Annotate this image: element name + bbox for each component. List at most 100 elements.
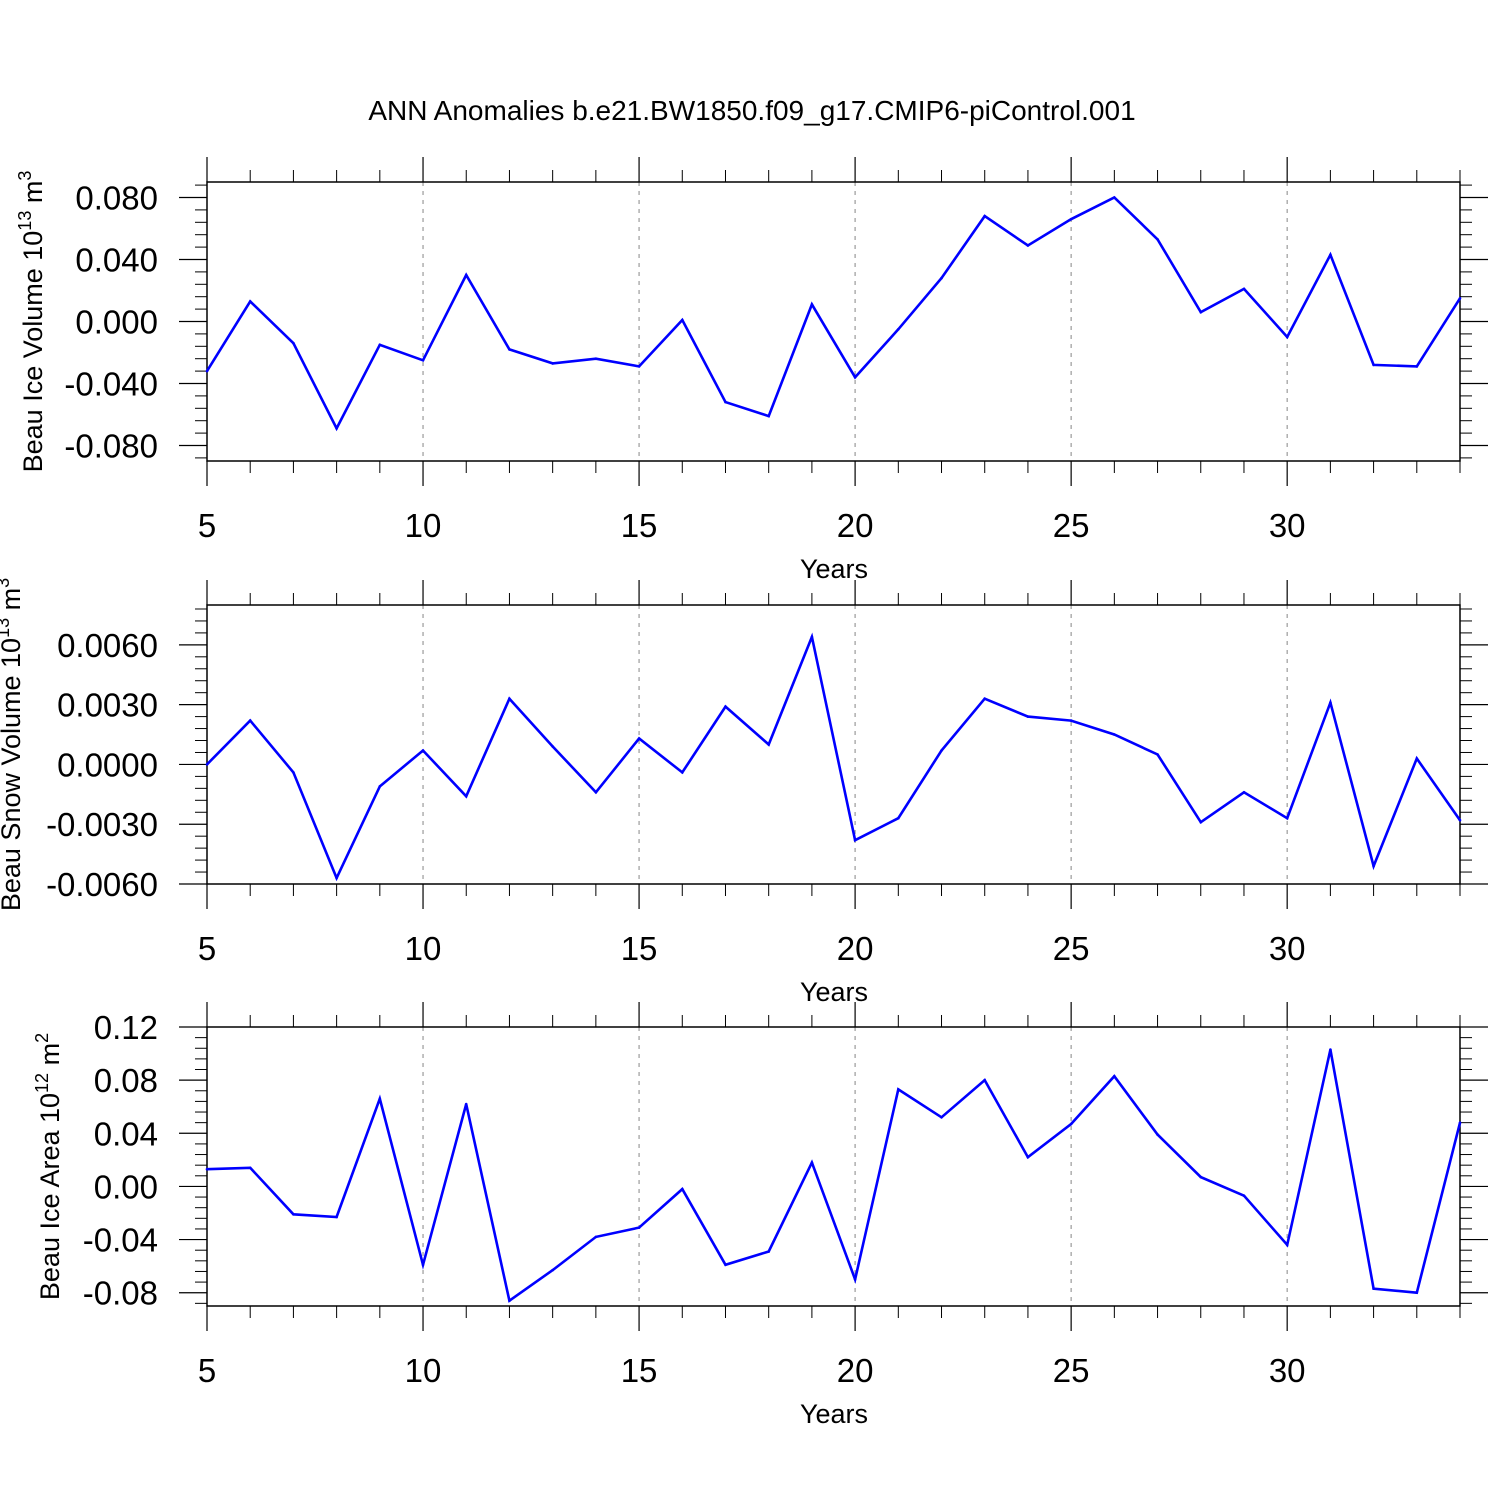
x-tick-label: 30: [1269, 507, 1306, 544]
data-point: [594, 1235, 598, 1239]
series-line: [205, 195, 1462, 432]
data-point: [421, 359, 425, 362]
y-tick-label: 0.0060: [57, 627, 158, 664]
data-point: [1458, 1121, 1462, 1124]
data-point: [983, 697, 986, 700]
data-point: [983, 214, 986, 218]
data-point: [551, 745, 554, 748]
data-point: [335, 427, 338, 430]
data-point: [248, 1166, 252, 1170]
y-tick-label: 0.000: [75, 304, 158, 341]
data-point: [681, 318, 684, 322]
data-point: [897, 1088, 900, 1091]
data-point: [767, 414, 770, 418]
y-tick-label: -0.04: [83, 1222, 158, 1259]
data-point: [1329, 253, 1332, 257]
data-point: [1285, 1243, 1289, 1247]
y-tick-label: 0.04: [94, 1115, 158, 1152]
data-point: [1415, 1291, 1419, 1294]
data-point: [681, 1187, 684, 1191]
data-point: [1026, 244, 1030, 247]
plot-frame: [206, 181, 1461, 462]
data-point: [767, 1250, 770, 1253]
data-point: [724, 400, 727, 404]
series-line: [206, 632, 1462, 882]
data-point: [897, 328, 900, 331]
panels: 5 10 15 20 25 30 -0.080 -0.040 0.000 0.040 0.080 Ye…: [0, 157, 1488, 1429]
data-point: [1156, 753, 1159, 756]
y-tick-label: 0.12: [94, 1009, 158, 1046]
data-point: [1285, 335, 1289, 339]
data-point: [464, 1102, 468, 1106]
data-point: [335, 876, 338, 880]
y-tick-label: 0.08: [94, 1062, 158, 1099]
x-tick-label: 20: [837, 930, 874, 967]
data-point: [1415, 365, 1419, 368]
data-point: [724, 1263, 727, 1267]
x-tick-label: 10: [405, 1352, 442, 1389]
data-point: [594, 791, 598, 794]
data-point: [940, 276, 943, 280]
data-point: [421, 749, 425, 752]
y-axis-label: Beau Ice Area 1012 m2: [32, 1033, 65, 1300]
y-tick-label: 0.040: [75, 242, 158, 279]
x-tick-label: 25: [1053, 930, 1090, 967]
data-point: [1285, 816, 1289, 820]
y-tick-label: -0.0030: [46, 806, 158, 843]
y-tick-label: -0.08: [83, 1275, 158, 1312]
x-tick-label: 15: [621, 930, 658, 967]
x-tick-label: 5: [198, 930, 216, 967]
data-point: [853, 1278, 857, 1281]
data-point: [551, 362, 554, 365]
x-tick-label: 30: [1269, 930, 1306, 967]
data-point: [1026, 1155, 1030, 1159]
x-tick-label: 15: [621, 1352, 658, 1389]
data-point: [1113, 1074, 1116, 1078]
data-point: [378, 1097, 382, 1100]
data-point: [1458, 297, 1462, 300]
data-point: [1026, 715, 1030, 718]
data-point: [1372, 363, 1375, 367]
data-point: [1199, 820, 1203, 824]
y-tick-label: -0.0060: [46, 866, 158, 903]
data-point: [292, 1213, 295, 1216]
x-axis-label: Years: [800, 977, 868, 1007]
data-point: [1329, 1048, 1332, 1051]
x-axis-label: Years: [800, 1399, 868, 1429]
data-point: [767, 743, 770, 746]
data-point: [1242, 287, 1246, 291]
y-axis-label: Beau Ice Volume 1013 m3: [15, 171, 48, 473]
data-point: [810, 1161, 814, 1164]
data-point: [1199, 310, 1203, 314]
x-tick-label: 30: [1269, 1352, 1306, 1389]
x-axis-label: Years: [800, 554, 868, 584]
x-tick-label: 25: [1053, 1352, 1090, 1389]
y-tick-label: -0.040: [64, 366, 158, 403]
data-point: [508, 697, 511, 700]
data-point: [1372, 1287, 1375, 1290]
x-tick-label: 10: [405, 507, 442, 544]
data-point: [292, 771, 295, 774]
data-point: [205, 1167, 209, 1171]
plot-frame: [206, 604, 1461, 885]
x-tick-label: 10: [405, 930, 442, 967]
data-point: [378, 343, 382, 347]
x-tick-label: 20: [837, 507, 874, 544]
panel-1: 5 10 15 20 25 30 -0.080 -0.040 0.000 0.040 0.080 Ye…: [15, 157, 1488, 584]
data-point: [1113, 733, 1116, 736]
data-point: [637, 737, 641, 740]
data-point: [508, 1299, 511, 1302]
y-tick-label: 0.080: [75, 180, 158, 217]
data-point: [1372, 864, 1375, 868]
data-point: [205, 369, 209, 373]
data-point: [1458, 818, 1462, 822]
data-point: [335, 1215, 338, 1219]
data-point: [464, 273, 468, 277]
data-point: [248, 719, 252, 722]
data-point: [637, 1226, 641, 1229]
data-point: [248, 300, 252, 303]
x-tick-label: 5: [198, 1352, 216, 1389]
y-tick-label: 0.00: [94, 1168, 158, 1205]
data-point: [1242, 791, 1246, 794]
